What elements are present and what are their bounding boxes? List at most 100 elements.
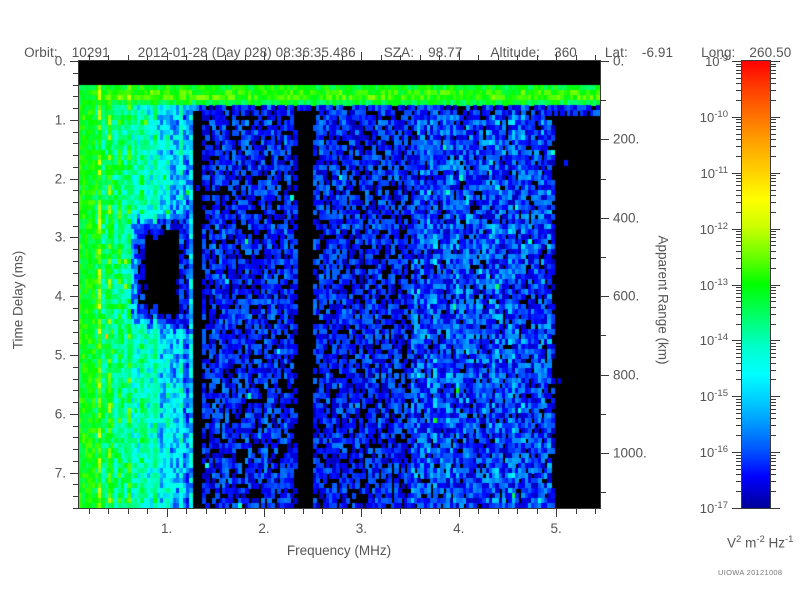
x-tick-top — [478, 55, 480, 60]
colorbar-tick-right — [771, 404, 776, 406]
x-tick-label: 2. — [258, 521, 270, 536]
colorbar-tick-left — [736, 313, 741, 315]
long-label: Long: — [701, 45, 736, 60]
colorbar-tick-left — [736, 468, 741, 470]
orbit-label: Orbit: — [24, 45, 58, 60]
colorbar-tick-right — [771, 362, 776, 364]
colorbar-tick-left — [736, 491, 741, 493]
y-tick — [73, 331, 78, 333]
x-tick-minor — [147, 509, 149, 514]
x-tick-minor — [225, 509, 227, 514]
x-tick-minor — [458, 509, 460, 517]
y2-tick — [601, 217, 609, 219]
y2-tick — [601, 296, 609, 298]
colorbar-tick-right — [771, 340, 780, 342]
y-tick — [73, 96, 78, 98]
y-tick — [73, 260, 78, 262]
credit-label: UIOWA 20121008 — [718, 568, 783, 577]
colorbar-tick-right — [771, 245, 776, 247]
colorbar-tick-left — [736, 401, 741, 403]
colorbar-tick-left — [736, 408, 741, 410]
colorbar-tick-right — [771, 69, 776, 71]
x-tick-top — [127, 55, 129, 60]
x-tick-top — [536, 55, 538, 60]
x-tick-top — [419, 55, 421, 60]
colorbar-tick-left — [736, 460, 741, 462]
y-tick — [73, 155, 78, 157]
colorbar-tick-left — [736, 474, 741, 476]
colorbar-tick-left — [732, 172, 741, 174]
colorbar-tick-right — [771, 454, 776, 456]
y-tick — [73, 84, 78, 86]
y-tick — [73, 190, 78, 192]
colorbar-tick-right — [771, 408, 776, 410]
y2-tick — [601, 257, 606, 259]
y-tick-label: 0. — [54, 53, 66, 69]
colorbar-tick-right — [771, 211, 776, 213]
y2-tick-label: 0. — [613, 53, 625, 69]
colorbar-tick-left — [736, 454, 741, 456]
colorbar-tick-right — [771, 90, 776, 92]
y-tick — [73, 425, 78, 427]
colorbar-tick-right — [771, 63, 776, 65]
x-tick-top — [147, 55, 149, 60]
y2-tick-label: 800. — [613, 367, 640, 383]
x-tick-minor — [341, 509, 343, 514]
colorbar-tick-right — [771, 194, 776, 196]
colorbar-tick-right — [771, 234, 776, 236]
y-tick-label: 4. — [54, 288, 66, 304]
y2-axis-title: Apparent Range (km) — [655, 235, 671, 365]
colorbar-tick-right — [771, 185, 776, 187]
colorbar-tick-left — [736, 362, 741, 364]
x-tick-minor — [108, 509, 110, 514]
colorbar-tick-right — [771, 287, 776, 289]
x-tick-minor — [536, 509, 538, 514]
colorbar-tick-right — [771, 66, 776, 68]
colorbar-tick-left — [736, 133, 741, 135]
ionogram-heatmap-canvas — [79, 61, 600, 508]
colorbar-tick-left — [736, 404, 741, 406]
altitude-label: Altitude: — [490, 45, 541, 60]
colorbar-tick-right — [771, 464, 776, 466]
x-tick-minor — [517, 509, 519, 514]
x-tick-top — [595, 55, 597, 60]
colorbar-tick-left — [736, 237, 741, 239]
y-tick — [73, 402, 78, 404]
colorbar-tick-left — [736, 267, 741, 269]
colorbar-tick-label: 10-16 — [699, 443, 728, 461]
y-tick-label: 5. — [54, 347, 66, 363]
x-tick-minor — [186, 509, 188, 514]
x-tick-minor — [478, 509, 480, 514]
colorbar-tick-left — [736, 139, 741, 141]
x-tick-top — [556, 52, 558, 60]
colorbar — [741, 60, 771, 509]
colorbar-tick-left — [736, 125, 741, 127]
observation-datetime: 2012-01-28 (Day 028) 08:36:35.486 — [137, 45, 356, 60]
colorbar-tick-left — [736, 357, 741, 359]
x-tick-label: 1. — [161, 521, 173, 536]
colorbar-tick-left — [736, 129, 741, 131]
x-axis-title: Frequency (MHz) — [286, 543, 392, 558]
colorbar-tick-label: 10-15 — [699, 388, 728, 405]
colorbar-tick-label: 10-11 — [700, 164, 729, 181]
colorbar-tick-right — [771, 231, 776, 233]
x-tick-minor — [595, 509, 597, 514]
colorbar-tick-left — [736, 296, 741, 298]
colorbar-tick-right — [771, 342, 776, 344]
y-tick — [73, 366, 78, 368]
y-tick — [73, 308, 78, 310]
colorbar-tick-right — [771, 301, 776, 303]
x-tick-top — [458, 52, 460, 60]
colorbar-tick-left — [736, 181, 741, 183]
x-tick-top — [341, 55, 343, 60]
colorbar-tick-left — [736, 435, 741, 437]
colorbar-tick-left — [732, 340, 741, 342]
y-tick — [73, 166, 78, 168]
altitude-value: 360 — [554, 45, 577, 60]
y-tick — [73, 378, 78, 380]
colorbar-tick-right — [771, 369, 776, 371]
x-tick-minor — [497, 509, 499, 514]
x-tick-top — [380, 55, 382, 60]
colorbar-tick-right — [771, 284, 780, 286]
colorbar-tick-right — [771, 133, 776, 135]
